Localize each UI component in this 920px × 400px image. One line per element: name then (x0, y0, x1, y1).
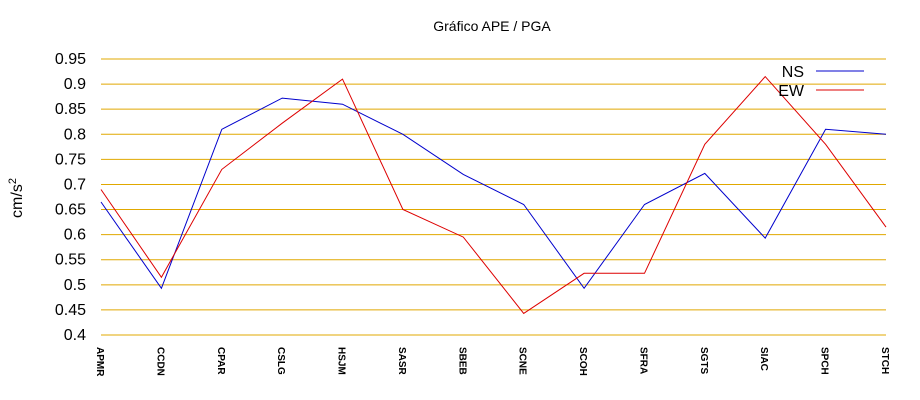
legend-label-ns: NS (782, 64, 804, 81)
y-axis: 0.4 0.45 0.5 0.55 0.6 0.65 0.7 0.75 0.8 0.85 0.9 0.… (55, 51, 86, 344)
x-tick-label: SIAC (758, 347, 769, 371)
y-tick-label: 0.4 (64, 327, 86, 344)
x-tick-label: SCOH (577, 347, 588, 376)
x-tick-label: SCNE (517, 347, 528, 375)
series-group (100, 75, 887, 315)
x-axis: APMR CCDN CPAR CSLG HSJM SASR SBEB SCNE SCOH SFRA… (94, 347, 890, 377)
y-tick-label: 0.7 (64, 176, 86, 193)
y-tick-label: 0.8 (64, 126, 86, 143)
y-tick-label: 0.5 (64, 277, 86, 294)
y-tick-label: 0.65 (55, 202, 86, 219)
y-tick-label: 0.95 (55, 51, 86, 68)
x-tick-label: SGTS (698, 347, 709, 375)
y-tick-label: 0.75 (55, 151, 86, 168)
series-line-ns (100, 97, 887, 290)
x-tick-label: SASR (396, 347, 407, 376)
x-tick-label: CCDN (154, 347, 165, 376)
x-tick-label: SFRA (637, 347, 648, 374)
y-tick-label: 0.9 (64, 76, 86, 93)
y-tick-label: 0.45 (55, 302, 86, 319)
series-line-ew (100, 75, 887, 315)
x-tick-label: APMR (94, 347, 105, 377)
y-axis-label: cm/s2 (7, 178, 26, 218)
y-axis-label-superscript: 2 (7, 178, 19, 184)
x-tick-label: CPAR (215, 347, 226, 375)
x-tick-label: SPCH (819, 347, 830, 375)
x-tick-label: CSLG (275, 347, 286, 375)
x-tick-label: STCH (879, 347, 890, 374)
y-tick-label: 0.85 (55, 101, 86, 118)
x-tick-label: SBEB (456, 347, 467, 375)
grid (101, 58, 886, 336)
legend: NS EW (778, 64, 864, 100)
chart-title: Gráfico APE / PGA (433, 18, 551, 34)
legend-label-ew: EW (778, 83, 805, 100)
y-tick-label: 0.55 (55, 252, 86, 269)
y-tick-label: 0.6 (64, 227, 86, 244)
y-axis-label-text: cm/s (9, 184, 26, 218)
x-tick-label: HSJM (336, 347, 347, 375)
